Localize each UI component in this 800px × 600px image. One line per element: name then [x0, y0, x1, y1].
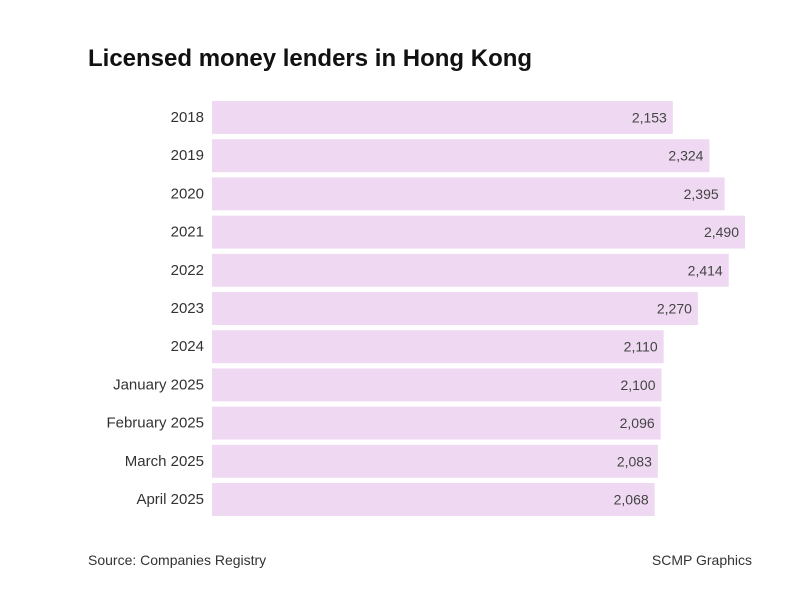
category-label-2019: 2019	[171, 147, 204, 164]
category-label-march-2025: March 2025	[125, 453, 204, 470]
category-label-january-2025: January 2025	[113, 376, 204, 393]
bar-2019	[212, 139, 710, 173]
bar-2020	[212, 177, 725, 211]
category-label-2021: 2021	[171, 224, 204, 241]
bar-january-2025	[212, 368, 662, 402]
value-label-2021: 2,490	[704, 224, 739, 240]
value-label-2023: 2,270	[657, 301, 692, 317]
value-label-2020: 2,395	[684, 186, 719, 202]
value-label-february-2025: 2,096	[620, 415, 655, 431]
credit-note: SCMP Graphics	[651, 552, 752, 568]
value-label-april-2025: 2,068	[614, 492, 649, 508]
category-label-2020: 2020	[171, 185, 204, 202]
value-label-2022: 2,414	[688, 262, 723, 278]
bar-2021	[212, 215, 745, 249]
bar-2018	[212, 101, 673, 134]
value-label-2024: 2,110	[624, 339, 658, 355]
category-label-2022: 2022	[171, 262, 204, 279]
bar-march-2025	[212, 444, 658, 478]
value-label-2019: 2,324	[668, 148, 703, 164]
source-note: Source: Companies Registry	[88, 552, 267, 568]
value-label-2018: 2,153	[632, 110, 667, 126]
category-label-2018: 2018	[171, 109, 204, 126]
bar-2022	[212, 253, 729, 287]
category-label-april-2025: April 2025	[136, 491, 204, 508]
chart-title: Licensed money lenders in Hong Kong	[88, 45, 533, 72]
value-label-march-2025: 2,083	[617, 453, 652, 469]
category-label-2024: 2024	[171, 338, 204, 355]
bar-2023	[212, 292, 698, 325]
bar-april-2025	[212, 483, 655, 516]
value-label-january-2025: 2,100	[620, 377, 655, 393]
bar-february-2025	[212, 406, 661, 440]
category-label-2023: 2023	[171, 300, 204, 317]
bar-2024	[212, 330, 664, 364]
category-label-february-2025: February 2025	[106, 415, 204, 432]
